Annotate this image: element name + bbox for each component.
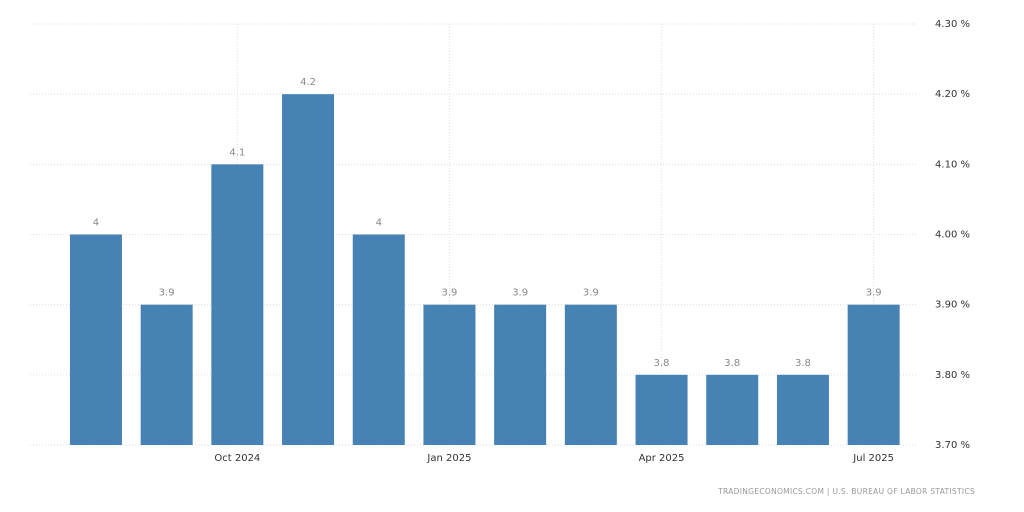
value-label: 4 [376,218,382,229]
bar [69,234,122,445]
value-label: 3.8 [795,358,811,369]
bar [211,164,264,446]
value-label: 3.8 [654,358,670,369]
bar [706,374,759,445]
x-tick-label: Jan 2025 [426,453,471,464]
y-tick-label: 4.00 % [935,230,970,241]
x-tick-label: Oct 2024 [214,453,260,464]
value-label: 3.9 [583,288,599,299]
x-tick-label: Jul 2025 [852,453,894,464]
y-tick-label: 4.30 % [935,19,970,30]
bar [352,234,405,445]
bar [635,374,688,445]
y-tick-label: 4.20 % [935,89,970,100]
bar [282,94,335,446]
bar [423,304,476,445]
y-tick-label: 4.10 % [935,159,970,170]
value-label: 4.2 [300,77,316,88]
bar [494,304,547,445]
y-tick-label: 3.70 % [935,440,970,451]
value-label: 3.9 [866,288,882,299]
bar [564,304,617,445]
source: TRADINGECONOMICS.COM | U.S. BUREAU OF LA… [717,487,975,496]
y-tick-label: 3.90 % [935,300,970,311]
value-label: 4.1 [229,147,245,158]
value-label: 3.9 [441,288,457,299]
bar [847,304,900,445]
value-label: 3.8 [724,358,740,369]
value-label: 3.9 [159,288,175,299]
value-label: 3.9 [512,288,528,299]
bar [140,304,193,445]
x-tick-label: Apr 2025 [639,453,685,464]
y-tick-label: 3.80 % [935,370,970,381]
bar [776,374,829,445]
value-label: 4 [93,218,99,229]
